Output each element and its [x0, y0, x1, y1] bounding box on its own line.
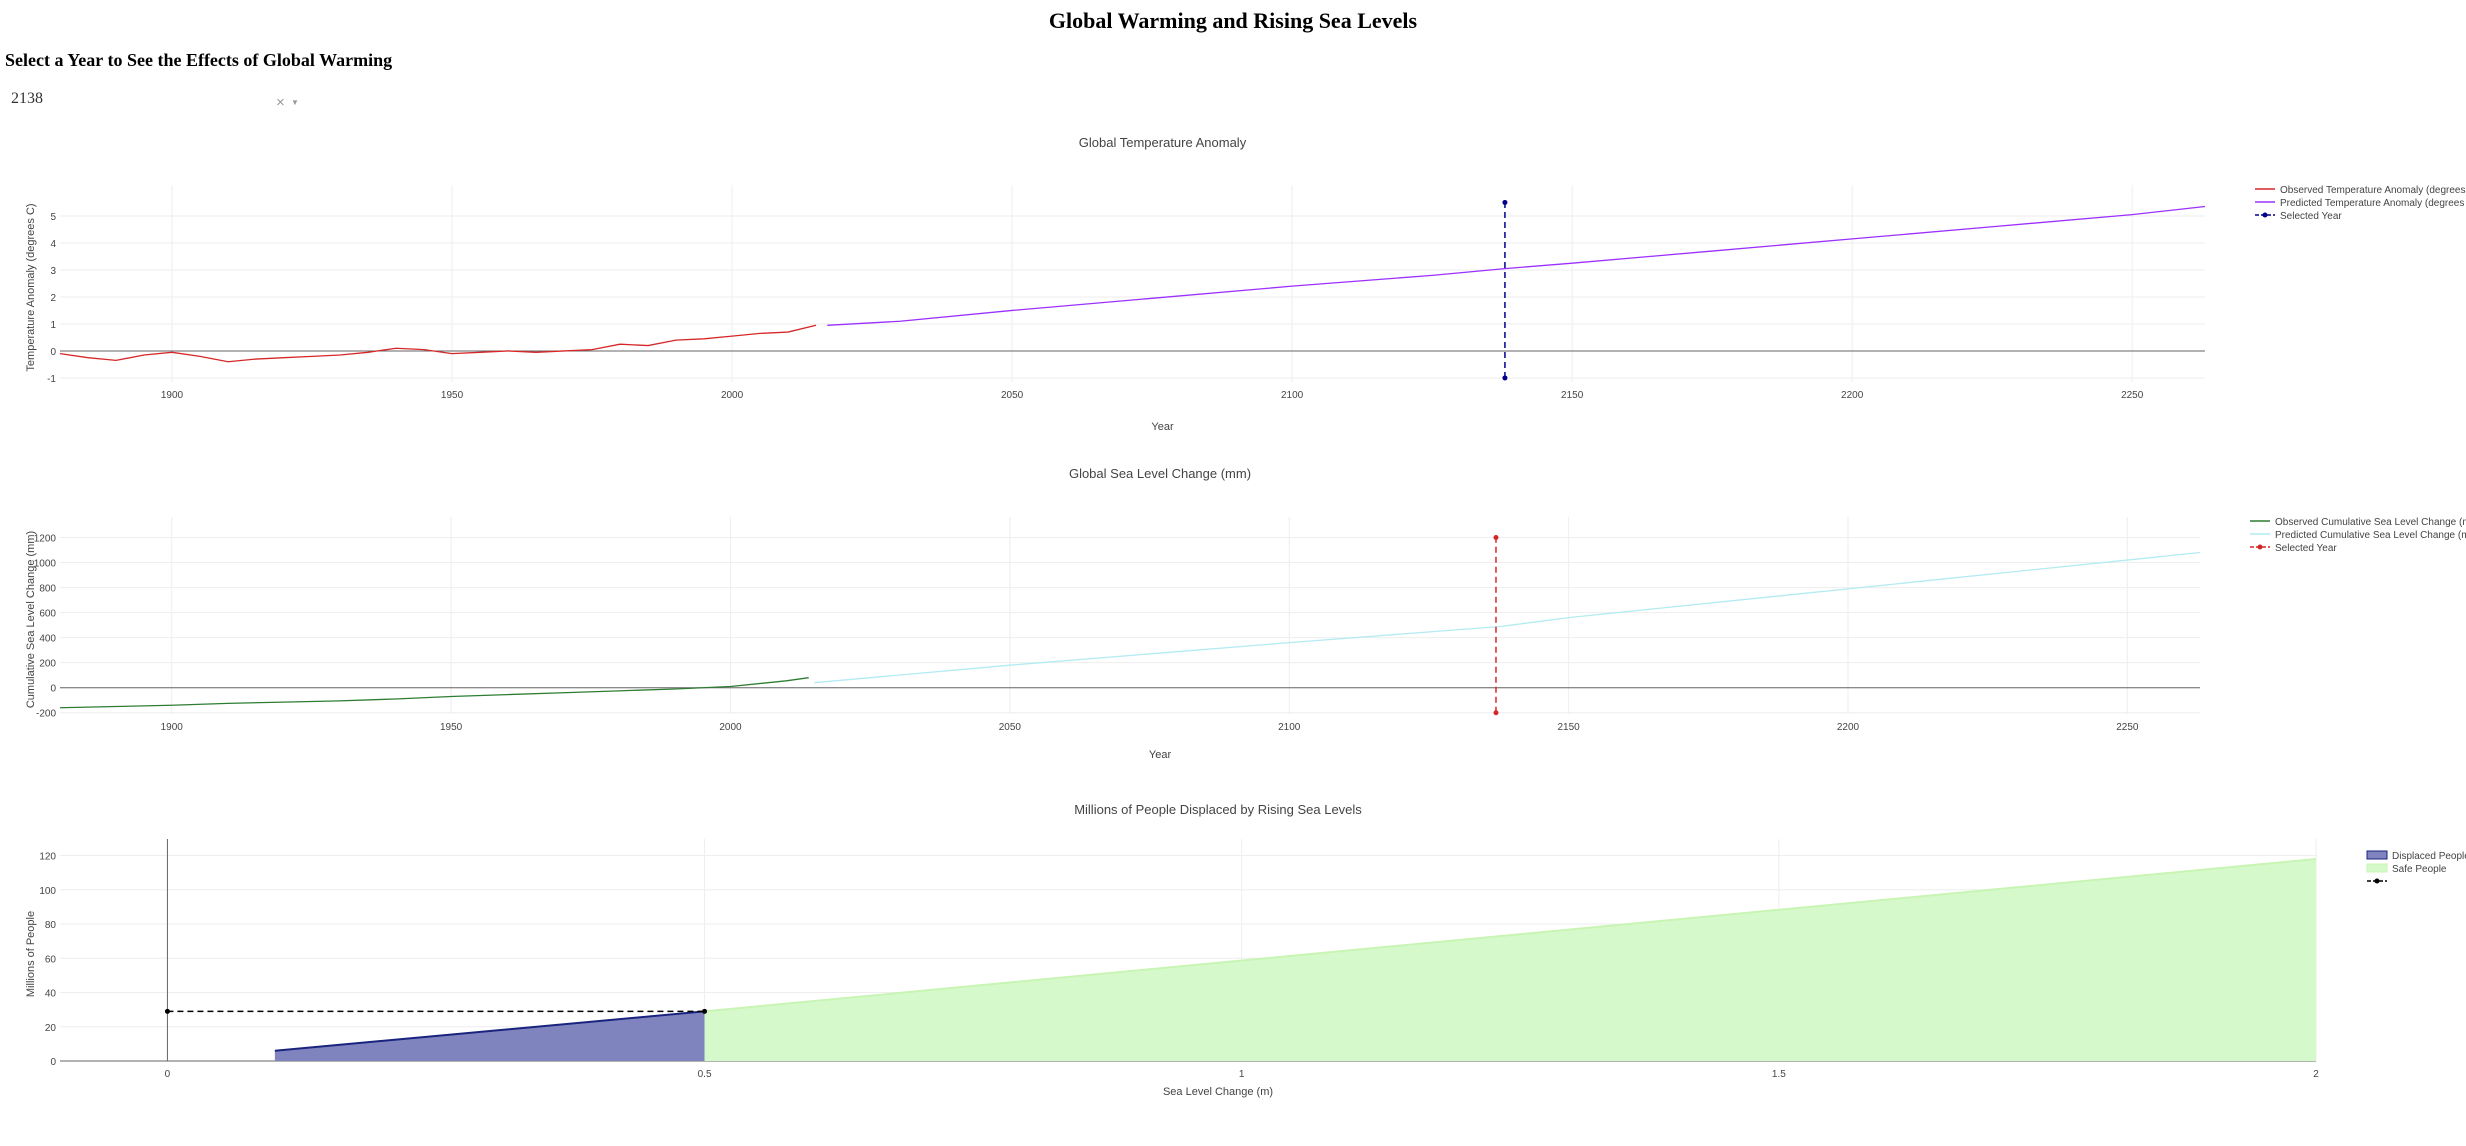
series-line — [827, 205, 2206, 326]
y-tick-label: 3 — [50, 266, 56, 277]
selected-year-value: 2138 — [11, 90, 43, 107]
x-tick-label: 1.5 — [1772, 1069, 1786, 1080]
y-tick-label: 40 — [45, 989, 57, 1000]
x-tick-label: 2150 — [1561, 390, 1584, 401]
y-tick-label: 60 — [45, 954, 57, 965]
y-tick-label: 1200 — [34, 534, 57, 545]
legend-item: Safe People — [2366, 863, 2447, 875]
dropdown-heading: Select a Year to See the Effects of Glob… — [5, 50, 393, 70]
selected-year-marker — [1502, 375, 1508, 381]
legend-item: Predicted Cumulative Sea Level Change (m… — [2250, 530, 2466, 541]
x-tick-label: 2 — [2313, 1069, 2319, 1080]
legend-label: Predicted Temperature Anomaly (degrees C — [2280, 198, 2466, 209]
x-tick-label: 2100 — [1281, 390, 1304, 401]
area-series-line — [704, 857, 2317, 1013]
y-tick-label: 100 — [39, 886, 56, 897]
y-tick-label: 5 — [50, 212, 56, 223]
chart-title: Global Sea Level Change (mm) — [1069, 466, 1251, 481]
x-tick-label: 0.5 — [698, 1069, 712, 1080]
legend-swatch — [2366, 863, 2388, 873]
selected-year-marker — [1502, 199, 1508, 205]
legend-item: Predicted Temperature Anomaly (degrees C — [2255, 198, 2466, 209]
year-dropdown[interactable]: 2138 × ▼ — [5, 86, 301, 122]
y-tick-label: -200 — [36, 709, 56, 720]
legend-item: Displaced People — [2366, 850, 2466, 862]
legend-label: Displaced People — [2392, 851, 2466, 862]
legend-item: Selected Year — [2250, 543, 2337, 554]
x-tick-label: 2050 — [999, 722, 1022, 733]
x-tick-label: 2100 — [1278, 722, 1301, 733]
x-axis-label: Sea Level Change (m) — [1163, 1086, 1273, 1098]
x-tick-label: 1950 — [440, 722, 463, 733]
area-series-fill — [274, 1011, 705, 1061]
area-series-fill — [704, 858, 2316, 1061]
x-tick-label: 2200 — [1841, 390, 1864, 401]
selected-year-marker — [164, 1008, 170, 1014]
x-tick-label: 1950 — [441, 390, 464, 401]
chart-title: Millions of People Displaced by Rising S… — [1074, 802, 1362, 817]
x-tick-label: 2250 — [2121, 390, 2144, 401]
page-title: Global Warming and Rising Sea Levels — [1048, 8, 1418, 33]
legend-label: Safe People — [2392, 864, 2447, 875]
y-tick-label: 4 — [50, 239, 56, 250]
y-axis-label: Temperature Anomaly (degrees C) — [25, 203, 37, 371]
series-line — [814, 551, 2201, 684]
x-tick-label: 1 — [1239, 1069, 1245, 1080]
y-tick-label: 0 — [50, 1057, 56, 1068]
area-series-line — [274, 1010, 705, 1052]
selected-year-marker — [1493, 535, 1499, 541]
chart-title: Global Temperature Anomaly — [1079, 135, 1247, 150]
legend-item — [2367, 878, 2387, 884]
y-tick-label: 800 — [39, 584, 56, 595]
legend-marker — [2374, 878, 2380, 884]
y-tick-label: 0 — [50, 347, 56, 358]
clear-x-icon[interactable]: × — [276, 94, 285, 111]
legend-marker — [2262, 212, 2268, 218]
y-tick-label: 400 — [39, 634, 56, 645]
x-tick-label: 2000 — [719, 722, 742, 733]
x-tick-label: 2150 — [1557, 722, 1580, 733]
y-axis-label: Cumulative Sea Level Change (mm) — [25, 531, 37, 708]
series-line — [59, 677, 809, 709]
legend-label: Observed Temperature Anomaly (degrees C) — [2280, 185, 2466, 196]
selected-year-marker — [1493, 710, 1499, 716]
legend-swatch — [2366, 850, 2388, 860]
legend-label: Selected Year — [2275, 543, 2337, 554]
displaced-people-chart: Millions of People Displaced by Rising S… — [25, 802, 2466, 1098]
legend-marker — [2257, 544, 2263, 550]
x-tick-label: 1900 — [161, 722, 184, 733]
y-tick-label: 0 — [50, 684, 56, 695]
x-tick-label: 1900 — [161, 390, 184, 401]
selected-year-marker — [702, 1008, 708, 1014]
y-tick-label: 1000 — [34, 559, 57, 570]
legend-item: Selected Year — [2255, 211, 2342, 222]
y-axis-label: Millions of People — [25, 911, 37, 997]
x-tick-label: 2050 — [1001, 390, 1024, 401]
y-tick-label: 2 — [50, 293, 56, 304]
y-tick-label: -1 — [47, 374, 56, 385]
x-tick-label: 2200 — [1837, 722, 1860, 733]
x-tick-label: 2000 — [721, 390, 744, 401]
y-tick-label: 200 — [39, 659, 56, 670]
chevron-down-icon[interactable]: ▼ — [291, 98, 299, 107]
legend-item: Observed Cumulative Sea Level Change (mm… — [2250, 517, 2466, 528]
y-tick-label: 120 — [39, 852, 56, 863]
y-tick-label: 1 — [50, 320, 56, 331]
legend-label: Observed Cumulative Sea Level Change (mm… — [2275, 517, 2466, 528]
legend-item: Observed Temperature Anomaly (degrees C) — [2255, 185, 2466, 196]
y-tick-label: 20 — [45, 1023, 57, 1034]
y-tick-label: 80 — [45, 920, 57, 931]
y-tick-label: 600 — [39, 609, 56, 620]
legend-label: Predicted Cumulative Sea Level Change (m… — [2275, 530, 2466, 541]
x-tick-label: 2250 — [2116, 722, 2139, 733]
x-tick-label: 0 — [165, 1069, 171, 1080]
series-line — [59, 324, 817, 363]
legend-label: Selected Year — [2280, 211, 2342, 222]
x-axis-label: Year — [1151, 421, 1174, 433]
sea-level-chart: Global Sea Level Change (mm)1900 1950 2000… — [25, 466, 2466, 761]
x-axis-label: Year — [1149, 749, 1172, 761]
